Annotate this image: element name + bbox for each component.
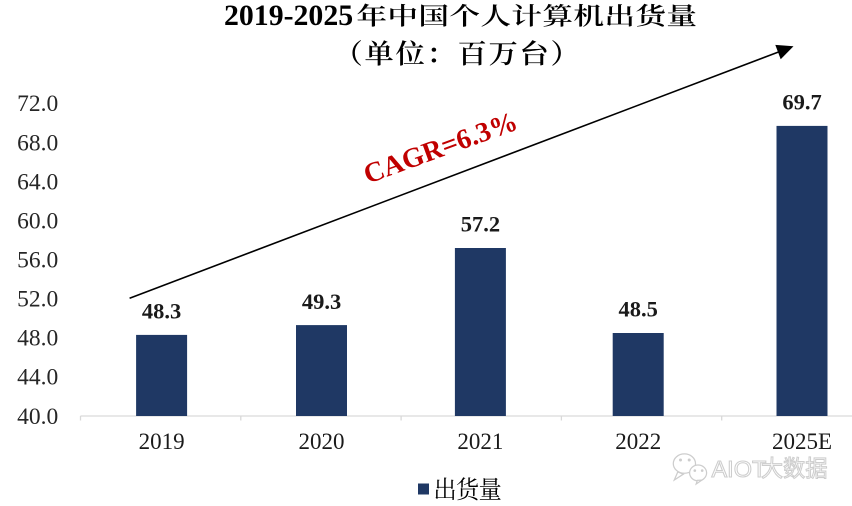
svg-text:72.0: 72.0 (17, 91, 58, 117)
svg-text:68.0: 68.0 (17, 130, 58, 156)
svg-text:52.0: 52.0 (17, 287, 58, 313)
svg-text:48.3: 48.3 (142, 299, 181, 324)
svg-text:2025E: 2025E (772, 429, 832, 454)
svg-text:49.3: 49.3 (302, 289, 341, 314)
svg-text:2021: 2021 (457, 429, 503, 454)
svg-text:2020: 2020 (299, 429, 345, 454)
svg-text:48.5: 48.5 (619, 297, 658, 322)
svg-text:64.0: 64.0 (17, 169, 58, 195)
svg-text:2019: 2019 (139, 429, 185, 454)
svg-text:57.2: 57.2 (461, 212, 500, 237)
svg-text:40.0: 40.0 (17, 404, 58, 430)
svg-text:69.7: 69.7 (782, 90, 821, 115)
svg-text:2022: 2022 (615, 429, 661, 454)
svg-text:60.0: 60.0 (17, 208, 58, 234)
svg-text:56.0: 56.0 (17, 248, 58, 274)
svg-text:44.0: 44.0 (17, 365, 58, 391)
svg-text:AIOT: AIOT (712, 456, 767, 482)
svg-text:48.0: 48.0 (17, 326, 58, 352)
svg-text:2019-2025: 2019-2025 (224, 0, 353, 32)
